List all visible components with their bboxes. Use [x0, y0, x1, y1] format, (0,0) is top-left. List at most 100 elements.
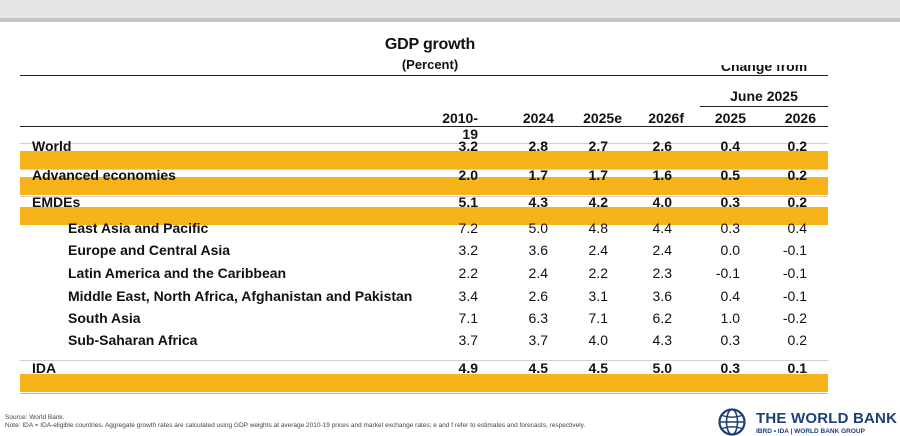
cell: 3.4: [458, 288, 478, 304]
cell: 0.4: [720, 288, 740, 304]
cell: 2.6: [528, 288, 548, 304]
cell: 1.0: [720, 310, 740, 326]
cell: 0.2: [787, 332, 807, 348]
cell: 2.2: [458, 265, 478, 281]
globe-icon: [718, 408, 746, 436]
cell: 3.7: [528, 332, 548, 348]
row-label: Advanced economies: [32, 167, 176, 183]
row-divider: [20, 360, 828, 361]
table-title: GDP growth: [384, 36, 476, 53]
cell: -0.2: [782, 310, 807, 326]
cell: 7.2: [458, 220, 478, 236]
cell: 6.3: [528, 310, 548, 326]
logo-subtitle: IBRD • IDA | WORLD BANK GROUP: [756, 428, 865, 435]
methodology-note: Note: IDA = IDA-eligible countries. Aggr…: [5, 422, 586, 429]
table-row-sub-saharan-africa: Sub-Saharan Africa 3.7 3.7 4.0 4.3 0.3 0…: [0, 331, 900, 351]
table-row-europe-central-asia: Europe and Central Asia 3.2 3.6 2.4 2.4 …: [0, 241, 900, 261]
col-head-2024: 2024: [522, 110, 554, 126]
table-row-south-asia: South Asia 7.1 6.3 7.1 6.2 1.0 -0.2: [0, 309, 900, 329]
cell: 2.4: [588, 242, 608, 258]
cell: -0.1: [715, 265, 740, 281]
cell: 0.3: [720, 194, 740, 210]
cell: 0.2: [787, 138, 807, 154]
cell: 4.3: [528, 194, 548, 210]
cell: 5.0: [528, 220, 548, 236]
cell: -0.1: [782, 242, 807, 258]
row-divider: [20, 196, 828, 197]
row-label: IDA: [32, 360, 57, 376]
cell: 2.2: [588, 265, 608, 281]
cell: 0.3: [720, 220, 740, 236]
table-subtitle: (Percent): [401, 57, 459, 72]
table-row-latin-america-caribbean: Latin America and the Caribbean 2.2 2.4 …: [0, 264, 900, 284]
cell: -0.1: [782, 288, 807, 304]
cell: 5.1: [458, 194, 478, 210]
group-label-june: June 2025: [730, 88, 798, 104]
col-head-2025: 2025: [714, 110, 746, 126]
row-divider: [20, 143, 828, 144]
row-divider: [20, 169, 828, 170]
cell: 0.2: [787, 167, 807, 183]
highlight-band: [20, 374, 828, 392]
cell: 0.1: [787, 360, 807, 376]
group-rule: [700, 106, 828, 107]
table-row-east-asia-pacific: East Asia and Pacific 7.2 5.0 4.8 4.4 0.…: [0, 219, 900, 239]
row-label: Sub-Saharan Africa: [68, 332, 198, 348]
cell: 3.7: [458, 332, 478, 348]
header-rule: [20, 75, 828, 76]
row-label: South Asia: [68, 310, 141, 326]
cell: 2.7: [588, 138, 608, 154]
cell: 0.4: [720, 138, 740, 154]
table-row-advanced-economies: Advanced economies 2.0 1.7 1.7 1.6 0.5 0…: [0, 166, 900, 186]
table-row-emdes: EMDEs 5.1 4.3 4.2 4.0 0.3 0.2: [0, 193, 900, 213]
cell: 4.0: [652, 194, 672, 210]
cell: 2.3: [652, 265, 672, 281]
highlight-band: [20, 177, 828, 195]
cell: 6.2: [652, 310, 672, 326]
cell: 1.6: [652, 167, 672, 183]
cell: 7.1: [588, 310, 608, 326]
cell: 2.4: [652, 242, 672, 258]
cell: 4.0: [588, 332, 608, 348]
row-label: East Asia and Pacific: [68, 220, 209, 236]
row-label: Middle East, North Africa, Afghanistan a…: [68, 288, 413, 304]
cell: 3.2: [458, 138, 478, 154]
row-label: World: [32, 138, 72, 154]
cell: 0.3: [720, 360, 740, 376]
cell: 1.7: [528, 167, 548, 183]
table-bottom-rule: [20, 393, 828, 394]
row-label: Latin America and the Caribbean: [68, 265, 287, 281]
table-row-world: World 3.2 2.8 2.7 2.6 0.4 0.2: [0, 137, 900, 157]
world-bank-logo: THE WORLD BANK IBRD • IDA | WORLD BANK G…: [716, 406, 900, 436]
col-head-2026: 2026: [784, 110, 816, 126]
cell: 4.2: [588, 194, 608, 210]
top-bar: [0, 0, 900, 22]
table-row-mena-afghanistan-pakistan: Middle East, North Africa, Afghanistan a…: [0, 287, 900, 307]
cell: 4.5: [528, 360, 548, 376]
source-note: Source: World Bank.: [5, 414, 65, 421]
cell: 3.6: [652, 288, 672, 304]
cell: 7.1: [458, 310, 478, 326]
cell: 0.3: [720, 332, 740, 348]
cell: 3.1: [588, 288, 608, 304]
cell: 4.9: [458, 360, 478, 376]
cell: 5.0: [652, 360, 672, 376]
cell: 0.0: [720, 242, 740, 258]
cell: 4.3: [652, 332, 672, 348]
col-head-2010-19: 2010-19: [442, 110, 478, 142]
cell: 2.6: [652, 138, 672, 154]
cell: 0.4: [787, 220, 807, 236]
column-rule: [20, 126, 828, 127]
cell: 1.7: [588, 167, 608, 183]
table-row-ida: IDA 4.9 4.5 4.5 5.0 0.3 0.1: [0, 359, 900, 379]
cell: 2.4: [528, 265, 548, 281]
cell: 3.6: [528, 242, 548, 258]
row-label: EMDEs: [32, 194, 81, 210]
logo-name: THE WORLD BANK: [756, 410, 898, 427]
row-label: Europe and Central Asia: [68, 242, 231, 258]
highlight-band: [20, 207, 828, 225]
cell: 2.0: [458, 167, 478, 183]
top-bar-accent: [0, 18, 900, 22]
cell: 3.2: [458, 242, 478, 258]
cell: 4.8: [588, 220, 608, 236]
